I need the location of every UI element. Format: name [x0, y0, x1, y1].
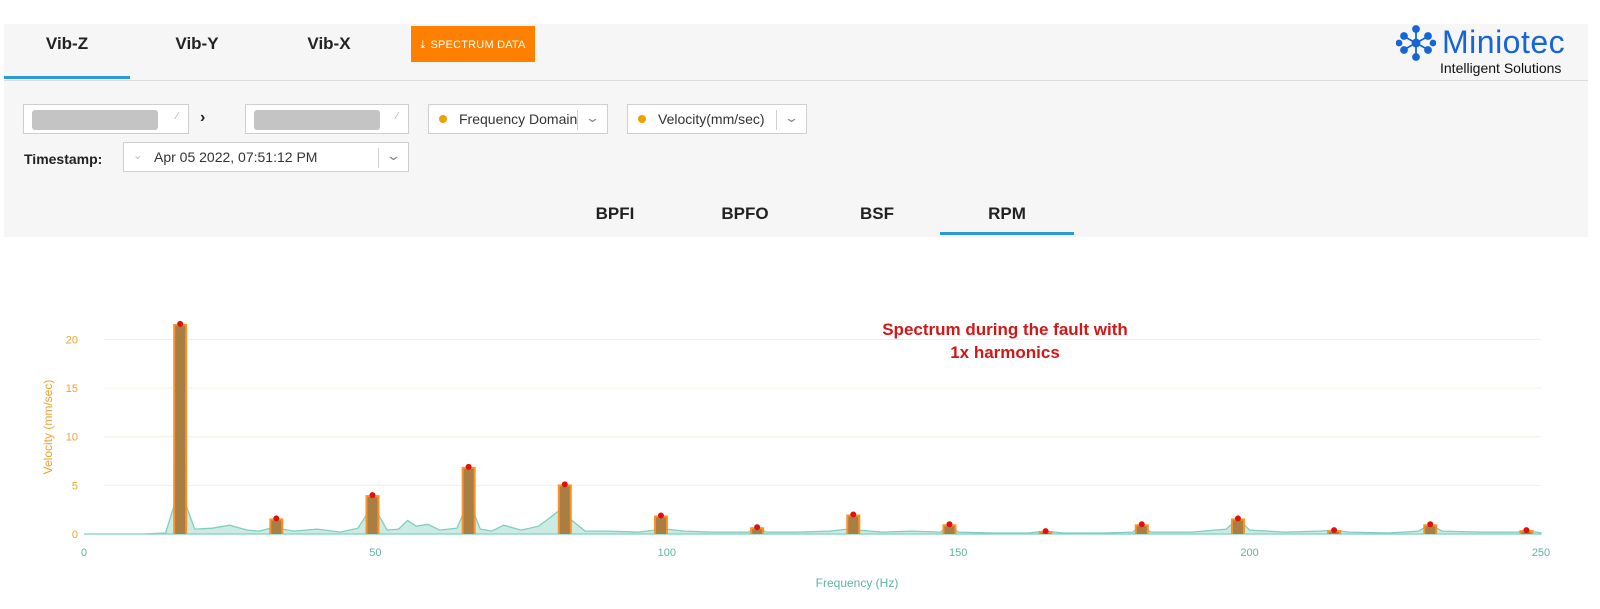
status-dot-icon	[439, 115, 447, 123]
spectrum-data-label: SPECTRUM DATA	[430, 39, 526, 51]
unit-value: Velocity(mm/sec)	[658, 111, 765, 127]
logo-name: Miniotec	[1442, 24, 1566, 60]
timestamp-select[interactable]: ⌄ Apr 05 2022, 07:51:12 PM ⌄	[123, 142, 409, 172]
download-icon: ⤓	[420, 39, 426, 51]
molecule-logo-icon	[1396, 25, 1436, 61]
spectrum-chart-area	[18, 238, 1588, 609]
fault-frequency-tabs: BPFI BPFO BSF RPM	[4, 199, 1588, 237]
domain-select[interactable]: Frequency Domain ⌄	[428, 104, 608, 134]
filter-panel: ⁄ › ⁄ Frequency Domain ⌄ Velocity(mm/sec…	[4, 81, 1588, 237]
spectrum-data-button[interactable]: ⤓ SPECTRUM DATA	[411, 26, 535, 62]
divider	[577, 110, 578, 130]
tab-vib-z[interactable]: Vib-Z	[4, 24, 130, 79]
tab-bsf[interactable]: BSF	[860, 204, 894, 223]
tab-vib-y[interactable]: Vib-Y	[175, 34, 219, 53]
chevron-down-icon[interactable]: ⌄	[385, 148, 402, 163]
annotation-line-2: 1x harmonics	[950, 343, 1060, 362]
timestamp-value: Apr 05 2022, 07:51:12 PM	[154, 149, 318, 165]
divider	[378, 148, 379, 168]
redacted-value	[32, 110, 158, 130]
breadcrumb-chevron-icon: ›	[200, 109, 206, 126]
sensor-select[interactable]: ⁄	[245, 104, 409, 134]
company-logo: Miniotec Intelligent Solutions	[1394, 24, 1594, 80]
tab-rpm[interactable]: RPM	[940, 199, 1074, 235]
domain-value: Frequency Domain	[459, 111, 578, 127]
unit-select[interactable]: Velocity(mm/sec) ⌄	[627, 104, 807, 134]
tab-bpfi[interactable]: BPFI	[595, 204, 635, 223]
tab-vib-x[interactable]: Vib-X	[307, 34, 351, 53]
caret-icon: ⌄	[133, 150, 143, 162]
annotation-line-1: Spectrum during the fault with	[882, 320, 1128, 339]
redacted-value	[254, 110, 380, 130]
logo-tagline: Intelligent Solutions	[1440, 60, 1562, 76]
top-tab-bar: Vib-Z Vib-Y Vib-X ⤓ SPECTRUM DATA Miniote…	[4, 24, 1588, 81]
chevron-down-icon[interactable]: ⌄	[584, 110, 601, 125]
tab-bpfo[interactable]: BPFO	[721, 204, 769, 223]
chart-annotation: Spectrum during the fault with 1x harmon…	[866, 318, 1144, 364]
asset-select[interactable]: ⁄	[23, 104, 189, 134]
divider	[776, 110, 777, 130]
edit-icon: ⁄	[176, 111, 178, 122]
edit-icon: ⁄	[396, 111, 398, 122]
timestamp-label: Timestamp:	[24, 151, 103, 167]
status-dot-icon	[638, 115, 646, 123]
chevron-down-icon[interactable]: ⌄	[783, 110, 800, 125]
